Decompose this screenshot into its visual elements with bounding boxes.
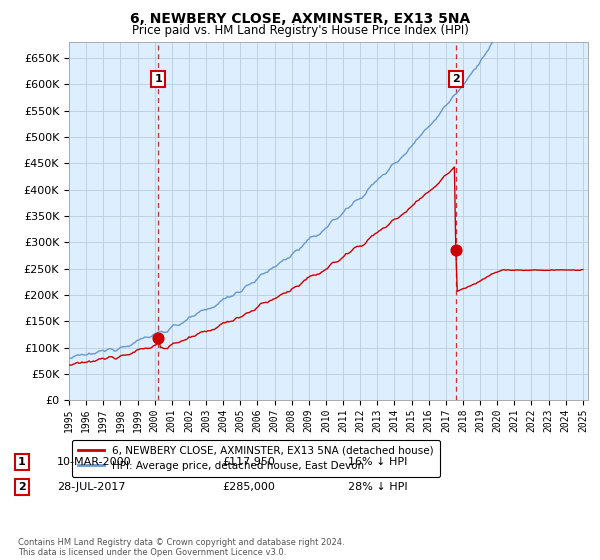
Text: 28-JUL-2017: 28-JUL-2017: [57, 482, 125, 492]
Legend: 6, NEWBERY CLOSE, AXMINSTER, EX13 5NA (detached house), HPI: Average price, deta: 6, NEWBERY CLOSE, AXMINSTER, EX13 5NA (d…: [71, 440, 440, 477]
Text: £285,000: £285,000: [222, 482, 275, 492]
Text: 2: 2: [18, 482, 26, 492]
Text: 16% ↓ HPI: 16% ↓ HPI: [348, 457, 407, 467]
Text: Price paid vs. HM Land Registry's House Price Index (HPI): Price paid vs. HM Land Registry's House …: [131, 24, 469, 36]
Text: 1: 1: [154, 74, 162, 84]
Point: [153, 334, 163, 343]
Text: 10-MAR-2000: 10-MAR-2000: [57, 457, 131, 467]
Text: 28% ↓ HPI: 28% ↓ HPI: [348, 482, 407, 492]
Text: £117,950: £117,950: [222, 457, 275, 467]
Point: [451, 246, 461, 255]
Text: Contains HM Land Registry data © Crown copyright and database right 2024.
This d: Contains HM Land Registry data © Crown c…: [18, 538, 344, 557]
Text: 1: 1: [18, 457, 26, 467]
Text: 6, NEWBERY CLOSE, AXMINSTER, EX13 5NA: 6, NEWBERY CLOSE, AXMINSTER, EX13 5NA: [130, 12, 470, 26]
Text: 2: 2: [452, 74, 460, 84]
